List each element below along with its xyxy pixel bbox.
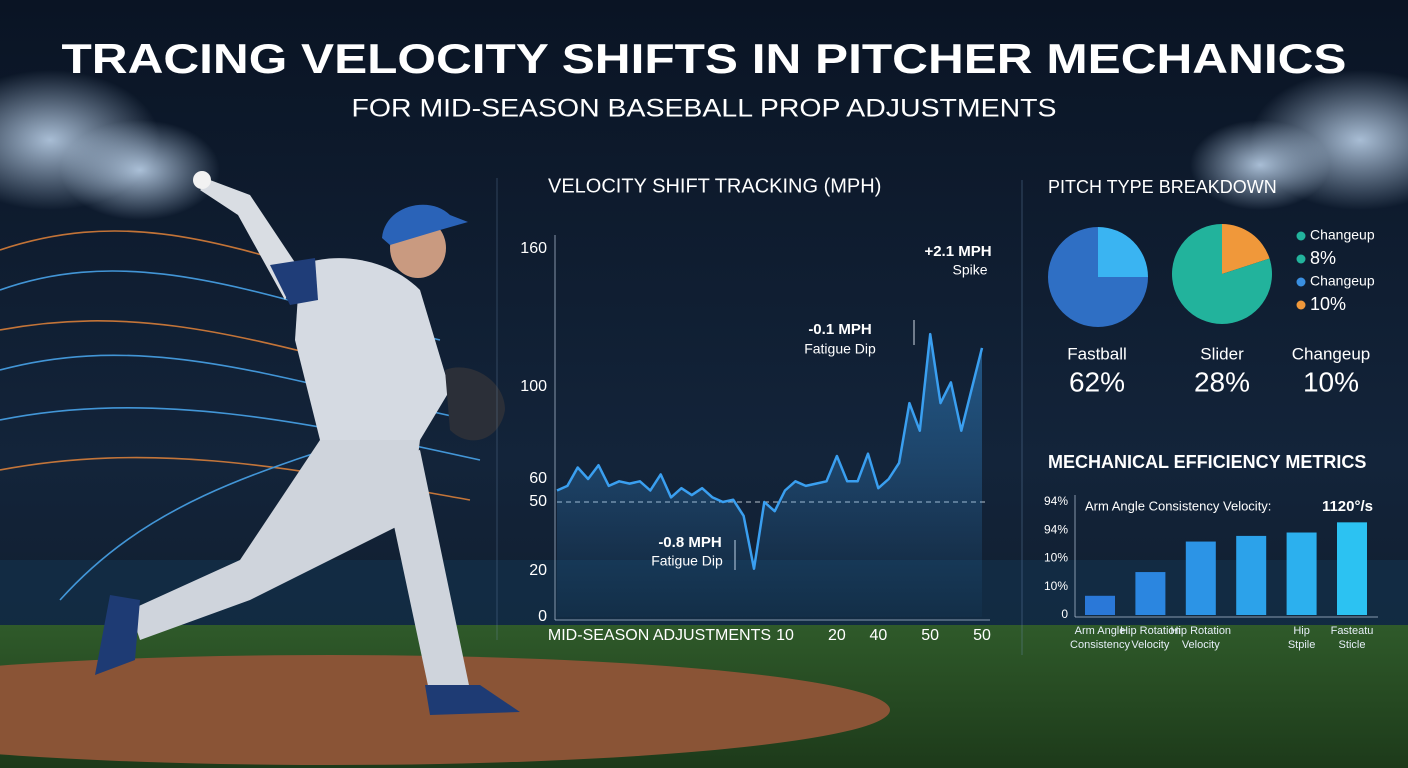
y-tick-label: 100: [520, 378, 547, 395]
legend-label: Changeup: [1310, 227, 1375, 243]
x-tick-label: Hip Rotation Velocity: [1170, 625, 1232, 651]
bar: [1286, 532, 1317, 615]
x-tick-label: Hip Rotation Velocity: [1120, 625, 1181, 651]
y-tick-label: 20: [529, 562, 547, 579]
line-area: [557, 334, 982, 617]
pie-slice: [1098, 227, 1148, 277]
bar: [1236, 535, 1267, 615]
category-value: 10%: [1303, 366, 1359, 397]
chart-title: VELOCITY SHIFT TRACKING (MPH): [548, 175, 881, 197]
legend-swatch: [1296, 277, 1306, 287]
pie-slice: [1222, 224, 1270, 274]
annotation-note: Spike: [952, 262, 987, 278]
annotation-value: 1120°/s: [1322, 498, 1373, 515]
legend-label: Changeup: [1310, 273, 1375, 289]
bar: [1337, 522, 1367, 615]
category-label: Slider: [1200, 344, 1244, 363]
chart-title: MECHANICAL EFFICIENCY METRICS: [1048, 452, 1366, 472]
pie-slice: [1172, 224, 1273, 325]
y-tick-label: 10%: [1044, 551, 1068, 565]
pie-slice: [1048, 227, 1148, 327]
legend-swatch: [1296, 231, 1306, 241]
category-label: Fastball: [1067, 344, 1127, 363]
pitcher: [95, 171, 520, 715]
y-tick-label: 94%: [1044, 494, 1068, 508]
legend-label: 10%: [1310, 294, 1346, 314]
line: [556, 332, 984, 570]
y-tick-label: 0: [1061, 607, 1068, 621]
x-tick-label: 20: [828, 627, 846, 644]
page-subtitle: FOR MID-SEASON BASEBALL PROP ADJUSTMENTS: [352, 95, 1057, 123]
x-tick-label: 50: [921, 627, 939, 644]
x-tick-label: 50: [973, 627, 991, 644]
annotation-note: Fatigue Dip: [651, 553, 723, 569]
x-tick-label: Fasteatu Sticle: [1330, 625, 1374, 651]
bar: [1085, 595, 1115, 615]
legend-swatch: [1296, 254, 1306, 264]
y-tick-label: 60: [529, 470, 547, 487]
bar: [1135, 572, 1166, 615]
y-tick-label: 160: [520, 240, 547, 257]
annotation: +2.1 MPH: [924, 243, 991, 260]
x-tick-label: Hip Stpile: [1287, 625, 1316, 651]
bar: [1185, 541, 1216, 615]
x-tick-label: Arm Angle Consistency: [1070, 625, 1130, 651]
legend-label: 8%: [1310, 248, 1336, 268]
y-tick-label: 94%: [1044, 522, 1068, 536]
y-tick-label: 0: [538, 608, 547, 625]
legend-swatch: [1296, 300, 1306, 310]
annotation: Arm Angle Consistency Velocity:: [1085, 498, 1271, 513]
y-tick-label: 50: [529, 493, 547, 510]
page-title: TRACING VELOCITY SHIFTS IN PITCHER MECHA…: [62, 35, 1347, 82]
x-axis-label: MID-SEASON ADJUSTMENTS: [548, 627, 771, 644]
annotation: -0.8 MPH: [658, 534, 721, 551]
annotation-note: Fatigue Dip: [804, 341, 876, 357]
x-tick-label: 40: [869, 627, 887, 644]
category-label: Changeup: [1292, 344, 1370, 363]
x-tick-label: 10: [776, 627, 794, 644]
category-value: 28%: [1194, 366, 1250, 397]
chart-title: PITCH TYPE BREAKDOWN: [1048, 177, 1277, 197]
annotation: -0.1 MPH: [808, 321, 871, 338]
y-tick-label: 10%: [1044, 579, 1068, 593]
category-value: 62%: [1069, 366, 1125, 397]
